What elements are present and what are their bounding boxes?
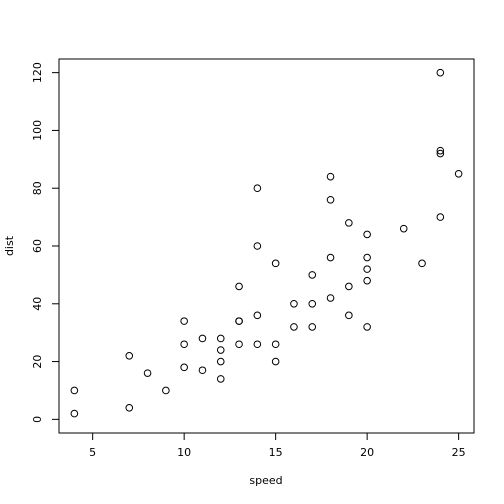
point [363,230,371,239]
x-axis-label: speed [249,474,282,487]
point [308,299,317,308]
y-tick-label: 120 [31,62,44,83]
point [180,317,188,325]
point [216,346,225,354]
point [326,172,335,181]
x-tick-label: 15 [269,446,283,459]
point [216,357,225,366]
y-tick-label: 80 [31,181,44,195]
point [70,386,79,395]
point [180,363,188,372]
y-axis-label: dist [3,235,16,256]
x-tick-label: 25 [452,446,466,459]
x-tick-label: 10 [177,446,191,459]
point [125,404,134,412]
point [363,265,371,273]
point [308,323,317,331]
point [326,294,335,302]
y-tick-label: 20 [31,355,44,369]
point [436,149,445,158]
point [162,386,170,395]
point [326,195,335,204]
y-tick-label: 40 [31,297,44,311]
x-tick-label: 20 [360,446,374,459]
y-tick-label: 0 [31,416,44,423]
point [345,282,353,291]
point [363,323,371,331]
point [308,271,317,279]
point [253,340,262,349]
point [198,366,207,375]
point [180,340,188,349]
point [198,334,207,343]
point [216,375,225,383]
point [271,340,280,349]
point [399,224,408,233]
point [216,334,225,343]
point [363,276,371,285]
point [70,409,79,418]
point [418,259,426,268]
point [235,282,243,291]
point [345,311,353,320]
plot-box [58,58,475,434]
point [253,242,262,250]
point [290,299,298,308]
point [436,213,445,221]
y-tick-label: 100 [31,120,44,141]
point [143,369,152,377]
point [253,311,262,320]
point [363,253,371,262]
point [454,169,463,178]
point [290,323,298,331]
point [235,340,243,349]
point [326,253,335,262]
point [235,317,243,325]
point [345,219,353,227]
point [436,146,445,155]
point [436,68,445,77]
y-tick-label: 60 [31,239,44,253]
point [125,351,134,360]
point [271,357,280,366]
x-tick-label: 5 [89,446,96,459]
point [253,184,262,193]
point [271,259,280,268]
